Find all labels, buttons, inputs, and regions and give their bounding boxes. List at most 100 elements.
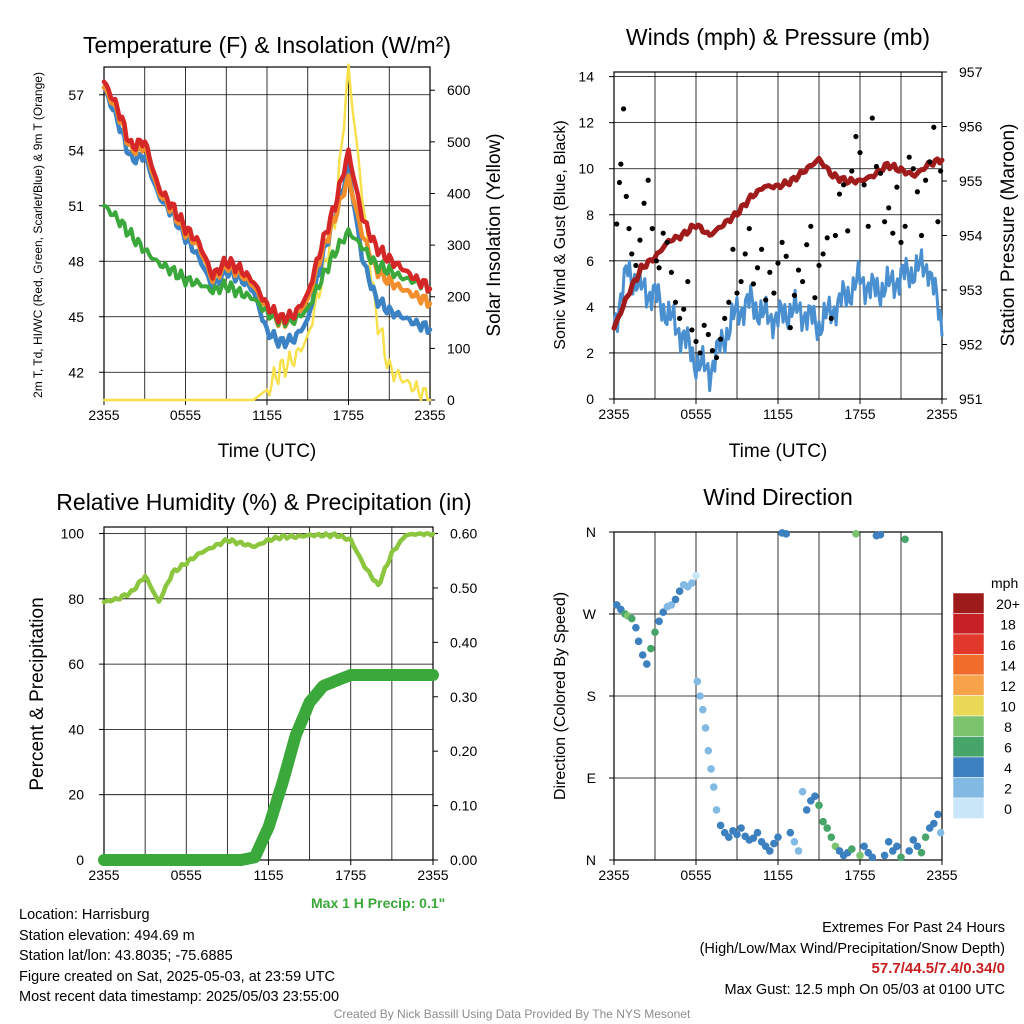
direction-point bbox=[876, 530, 885, 539]
speed-legend-swatch bbox=[952, 592, 985, 614]
direction-point bbox=[917, 848, 926, 857]
gust-point bbox=[938, 168, 944, 174]
wind-xtick-label: 1155 bbox=[763, 406, 793, 422]
direction-point bbox=[770, 839, 778, 848]
wind-ytick-label: 10 bbox=[578, 161, 594, 177]
rh-xtick-label: 1755 bbox=[335, 867, 366, 883]
rh-title: Relative Humidity (%) & Precipitation (i… bbox=[56, 489, 471, 515]
gust-point bbox=[754, 265, 761, 271]
max-precip-annotation: Max 1 H Precip: 0.1" bbox=[311, 895, 446, 911]
rh-ytick-label: 60 bbox=[68, 656, 84, 672]
direction-point bbox=[811, 792, 819, 801]
speed-legend-label: 8 bbox=[1004, 719, 1012, 735]
direction-point bbox=[704, 746, 713, 755]
temp-yrtick-label: 100 bbox=[447, 340, 471, 356]
gust-point bbox=[738, 278, 744, 285]
temp-yrtick-label: 600 bbox=[447, 82, 471, 98]
gust-point bbox=[918, 232, 925, 239]
gust-point bbox=[750, 281, 757, 287]
gust-point bbox=[618, 161, 624, 167]
gust-point bbox=[637, 237, 643, 243]
direction-point bbox=[707, 765, 715, 773]
gust-point bbox=[890, 230, 896, 236]
rh-yrtick-label: 0.10 bbox=[450, 798, 477, 814]
wind-ytick-label: 6 bbox=[586, 253, 594, 269]
gust-point bbox=[693, 338, 699, 345]
direction-point bbox=[930, 819, 938, 828]
direction-point bbox=[815, 801, 823, 810]
gust-point bbox=[927, 159, 933, 165]
temp-yrtick-label: 200 bbox=[447, 289, 471, 305]
speed-legend-swatch bbox=[952, 756, 985, 778]
direction-point bbox=[909, 836, 918, 844]
wind-ytick-label: 0 bbox=[586, 391, 594, 407]
direction-point bbox=[692, 571, 700, 580]
dir-xtick-label: 1155 bbox=[763, 867, 793, 883]
gust-point bbox=[828, 315, 834, 322]
gust-point bbox=[898, 239, 904, 246]
direction-point bbox=[675, 587, 684, 596]
temp-ylabel-right: Solar Insolation (Yellow) bbox=[484, 133, 505, 336]
gust-point bbox=[649, 225, 655, 232]
gust-point bbox=[812, 295, 818, 301]
direction-point bbox=[634, 637, 643, 646]
wind-ytick-label: 4 bbox=[586, 299, 594, 315]
dir-ytick-label: S bbox=[587, 688, 596, 704]
gust-point bbox=[914, 189, 921, 195]
gust-point bbox=[877, 170, 884, 176]
rh-xtick-label: 0555 bbox=[171, 867, 202, 883]
gust-point bbox=[742, 251, 748, 257]
gust-point bbox=[849, 168, 855, 174]
gust-point bbox=[730, 246, 736, 252]
dir-xtick-label: 1755 bbox=[844, 867, 875, 883]
wind-yrtick-label: 952 bbox=[959, 337, 983, 353]
temp-ytick-label: 57 bbox=[68, 87, 84, 103]
speed-legend-label: 14 bbox=[1000, 658, 1016, 674]
gust-point bbox=[869, 115, 875, 121]
direction-point bbox=[848, 845, 856, 853]
station-latlon: Station lat/lon: 43.8035; -75.6885 bbox=[19, 948, 233, 964]
rh-xtick-label: 1155 bbox=[253, 867, 283, 883]
speed-legend-label: 20+ bbox=[996, 596, 1020, 612]
gust-point bbox=[660, 230, 666, 236]
gust-point bbox=[709, 348, 716, 354]
direction-point bbox=[790, 837, 799, 846]
direction-point bbox=[819, 817, 827, 826]
dir-ytick-label: E bbox=[587, 770, 596, 786]
gust-point bbox=[668, 269, 675, 275]
wind-yrtick-label: 951 bbox=[959, 391, 983, 407]
gust-point bbox=[616, 179, 623, 186]
gust-point bbox=[808, 223, 814, 229]
gust-point bbox=[734, 290, 740, 296]
gust-point bbox=[820, 251, 826, 257]
gust-point bbox=[645, 177, 651, 183]
rh-ytick-label: 100 bbox=[61, 526, 85, 542]
gust-point bbox=[861, 182, 867, 188]
gust-point bbox=[836, 191, 843, 197]
speed-legend-swatch bbox=[952, 736, 985, 758]
wind-xtick-label: 2355 bbox=[926, 406, 957, 422]
temp-ytick-label: 48 bbox=[68, 253, 84, 269]
gust-point bbox=[804, 242, 810, 248]
temp-xtick-label: 1755 bbox=[333, 407, 364, 423]
direction-point bbox=[693, 677, 702, 686]
rh-yrtick-label: 0.60 bbox=[450, 526, 477, 542]
gust-point bbox=[697, 350, 703, 356]
rh-xtick-label: 2355 bbox=[417, 867, 448, 883]
speed-legend-label: 2 bbox=[1004, 781, 1012, 797]
gust-point bbox=[865, 223, 871, 229]
wind-yrtick-label: 955 bbox=[959, 173, 983, 189]
wind-title: Winds (mph) & Pressure (mb) bbox=[626, 24, 930, 50]
wind-ylabel-right: Station Pressure (Maroon) bbox=[998, 124, 1019, 347]
gust-point bbox=[746, 225, 752, 232]
direction-point bbox=[627, 614, 636, 623]
direction-point bbox=[913, 842, 922, 851]
direction-point bbox=[753, 828, 762, 837]
dir-ylabel: Direction (Colored By Speed) bbox=[552, 592, 569, 800]
extremes-values: 57.7/44.5/7.4/0.34/0 bbox=[871, 960, 1005, 977]
extremes-info: Extremes For Past 24 Hours (High/Low/Max… bbox=[700, 918, 1005, 1000]
direction-point bbox=[823, 824, 831, 832]
gust-point bbox=[824, 235, 830, 241]
direction-point bbox=[782, 530, 790, 538]
gust-point bbox=[787, 325, 793, 331]
